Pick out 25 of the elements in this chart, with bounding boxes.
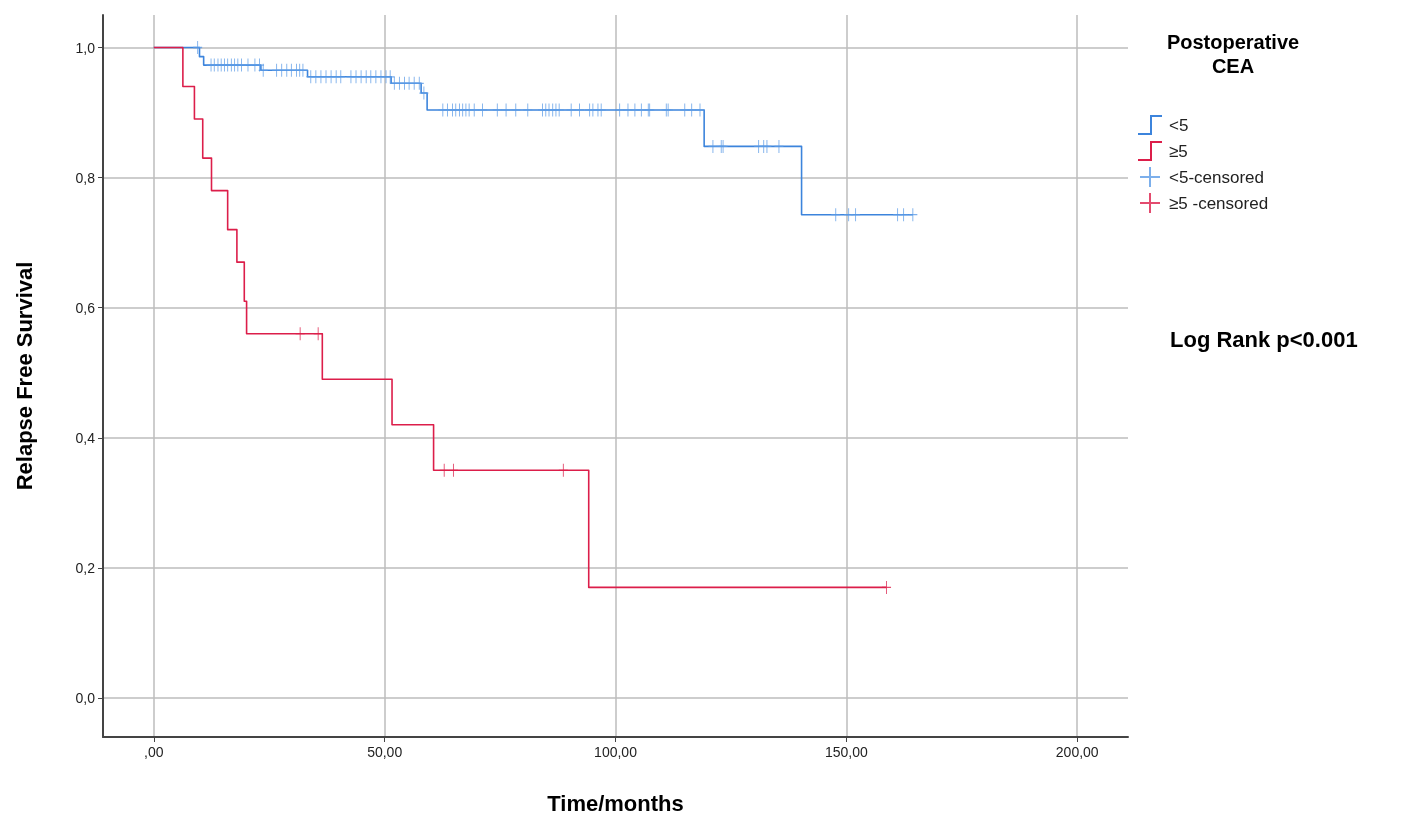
point (295, 327, 305, 341)
point (882, 580, 892, 594)
y-axis-title: Relapse Free Survival (11, 261, 37, 491)
x-tick-label: 100,00 (594, 744, 638, 760)
y-tick-label: 0,4 (75, 429, 96, 446)
y-tick-label: 0,6 (75, 299, 96, 316)
y-tick-label: 0,2 (75, 559, 96, 576)
legend-title: Postoperative CEA (1166, 31, 1300, 77)
x-tick-label: 150,00 (824, 744, 868, 760)
y-tick-label: 1,0 (75, 39, 96, 56)
x-axis-title: Time/months (547, 790, 684, 816)
x-tick-label: 200,00 (1055, 744, 1099, 760)
y-tick-label: 0,8 (75, 169, 96, 186)
point (439, 463, 449, 477)
text: Log Rank p<0.001 (1170, 326, 1358, 352)
legend-label: ≥5 (1169, 141, 1188, 161)
legend-label: ≥5 -censored (1169, 193, 1269, 213)
point (448, 463, 458, 477)
y-tick-label: 0,0 (75, 689, 96, 706)
legend-label: <5 (1169, 115, 1189, 135)
point (558, 463, 568, 477)
point (313, 327, 323, 341)
x-tick-label: ,00 (144, 744, 164, 760)
x-tick-label: 50,00 (367, 744, 403, 760)
legend-label: <5-censored (1169, 167, 1264, 187)
